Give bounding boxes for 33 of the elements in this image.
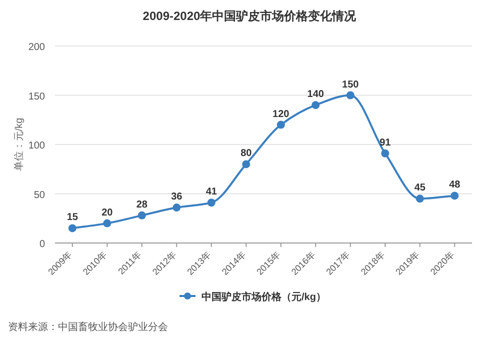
data-label: 150 xyxy=(342,79,360,90)
point xyxy=(276,120,285,129)
data-label: 48 xyxy=(449,180,461,191)
point xyxy=(450,192,459,200)
data-label: 80 xyxy=(240,148,252,160)
point xyxy=(103,219,112,228)
y-tick-label: 50 xyxy=(34,190,46,201)
data-label: 28 xyxy=(136,199,148,210)
point xyxy=(242,160,250,168)
data-label: 15 xyxy=(66,212,78,224)
point xyxy=(207,198,216,207)
y-tick-label: 100 xyxy=(28,140,46,152)
data-label: 20 xyxy=(102,207,114,218)
point xyxy=(68,224,76,232)
data-label: 41 xyxy=(206,186,218,198)
point xyxy=(312,101,320,110)
y-axis-title: 单位：元/kg xyxy=(13,118,25,172)
data-label: 45 xyxy=(414,182,426,194)
data-label: 91 xyxy=(380,137,392,148)
y-tick-label: 150 xyxy=(28,91,46,102)
y-tick-label: 200 xyxy=(28,42,46,53)
legend-label: 中国驴皮市场价格（元/kg） xyxy=(202,291,326,303)
point xyxy=(172,204,181,212)
data-label: 36 xyxy=(171,192,183,203)
data-label: 120 xyxy=(272,108,290,120)
y-tick-label: 0 xyxy=(39,239,46,250)
data-label: 140 xyxy=(307,89,324,100)
chart-title: 2009-2020年中国驴皮市场价格变化情况 xyxy=(142,9,358,23)
point xyxy=(346,91,354,100)
point xyxy=(416,194,424,203)
point xyxy=(381,149,390,158)
text: 资料来源：中国畜牧业协会驴业分会 xyxy=(8,321,168,333)
point xyxy=(138,211,146,220)
